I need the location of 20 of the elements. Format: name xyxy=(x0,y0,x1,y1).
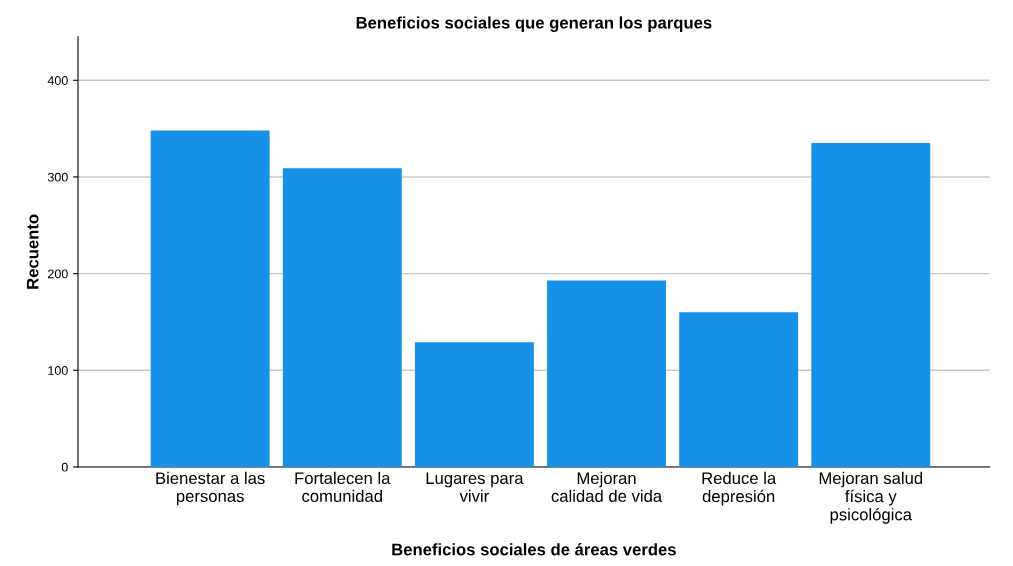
bar xyxy=(679,312,799,467)
x-tick-label: Reduce la depresión xyxy=(702,471,777,506)
y-tick-label: 200 xyxy=(48,269,68,279)
y-tick-label: 100 xyxy=(48,366,68,375)
x-tick-label: Fortalecen la comunidad xyxy=(295,471,391,503)
y-tick-label: 400 xyxy=(47,76,68,85)
x-tick-label: Mejoran salud física y psicológica xyxy=(819,471,923,524)
bar xyxy=(811,143,931,467)
bar xyxy=(282,168,402,467)
x-tick-label: Lugares para vivir xyxy=(426,472,524,502)
x-tick-label: Mejoran calidad de vida xyxy=(551,471,663,503)
bar xyxy=(414,342,534,467)
chart-title: Beneficios sociales que generan los parques xyxy=(356,16,712,32)
y-tick-label: 0 xyxy=(61,462,68,472)
x-tick-label: Bienestar a las personas xyxy=(156,471,265,506)
bar xyxy=(150,130,270,467)
bar xyxy=(547,280,666,467)
x-axis-title: Beneficios sociales de áreas verdes xyxy=(392,543,676,556)
y-axis-title: Recuento xyxy=(26,214,39,289)
y-tick-label: 300 xyxy=(47,172,68,182)
